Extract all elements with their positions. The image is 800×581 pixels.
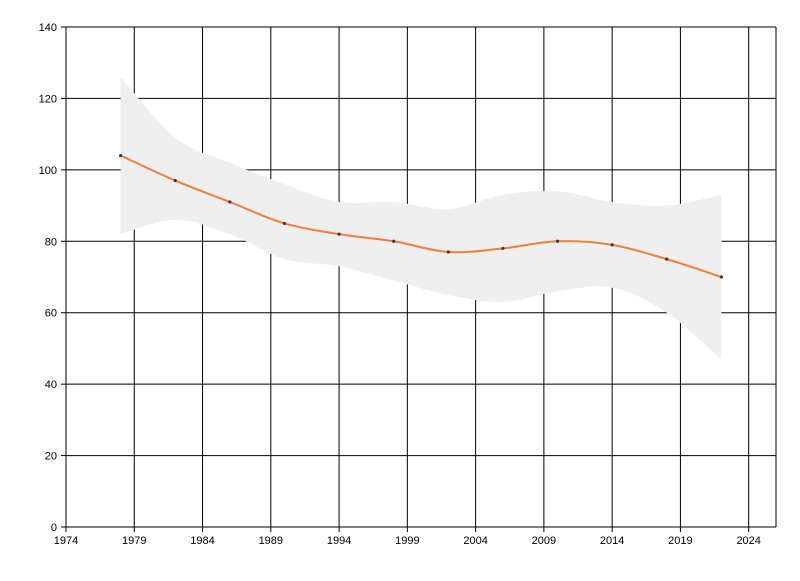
confidence-band-layer [120, 77, 722, 360]
y-tick-label: 40 [45, 379, 57, 391]
data-point-1986 [228, 200, 232, 204]
axes [61, 26, 776, 532]
grid-lines [66, 26, 777, 527]
data-point-1994 [337, 232, 341, 236]
x-tick-label: 1999 [395, 535, 419, 547]
x-tick-label: 2009 [532, 535, 556, 547]
x-tick-label: 1974 [54, 535, 78, 547]
data-point-2014 [610, 243, 614, 247]
data-point-2002 [446, 250, 450, 254]
x-tick-label: 1989 [259, 535, 283, 547]
x-tick-label: 2024 [736, 535, 760, 547]
data-point-1990 [282, 221, 287, 226]
y-tick-label: 120 [39, 93, 57, 105]
data-point-1982 [173, 178, 177, 183]
series-line [120, 154, 722, 278]
series-line-layer [120, 154, 722, 278]
data-point-2006 [501, 246, 505, 251]
y-tick-label: 60 [45, 308, 57, 320]
confidence-band [120, 77, 722, 360]
x-tick-label: 2019 [668, 535, 692, 547]
data-point-2010 [555, 239, 560, 243]
x-tick-label: 1994 [327, 535, 351, 547]
y-tick-label: 0 [51, 522, 57, 534]
x-tick-label: 2014 [600, 535, 624, 547]
data-point-1978 [119, 153, 123, 158]
y-tick-label: 100 [39, 165, 57, 177]
y-tick-label: 140 [39, 22, 57, 34]
data-point-1998 [392, 239, 396, 243]
x-tick-label: 2004 [463, 535, 487, 547]
x-tick-label: 1984 [190, 535, 214, 547]
data-point-2018 [665, 257, 669, 261]
data-points-layer [119, 153, 723, 279]
y-tick-label: 80 [45, 236, 57, 248]
tick-labels: 1974 1979 1984 1989 1994 1999 2004 2009 2014 2019… [39, 22, 761, 547]
y-tick-label: 20 [45, 451, 57, 463]
data-point-2022 [719, 275, 723, 279]
x-tick-label: 1979 [122, 535, 146, 547]
